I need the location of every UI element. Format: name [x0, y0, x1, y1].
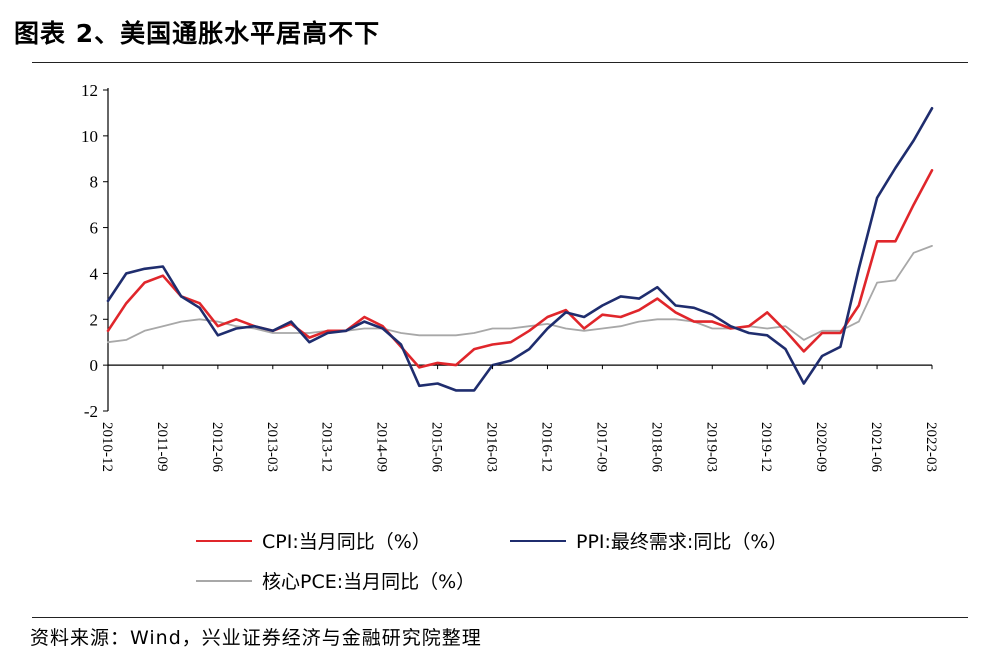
- x-tick-label: 2019-12: [758, 422, 774, 472]
- x-tick-label: 2013-12: [319, 422, 335, 472]
- y-tick-label: 0: [90, 356, 99, 375]
- x-tick-label: 2011-09: [154, 422, 170, 471]
- x-tick-label: 2022-03: [923, 422, 939, 472]
- x-tick-label: 2014-09: [374, 422, 390, 472]
- series-line-pce: [107, 245, 933, 344]
- x-tick-label: 2017-09: [593, 422, 609, 472]
- page-title: 图表 2、美国通胀水平居高不下: [14, 19, 381, 48]
- top-divider: [32, 62, 968, 63]
- legend-item-pce: 核心PCE:当月同比（%）: [196, 567, 475, 594]
- series-line-cpi: [106, 169, 934, 369]
- legend-swatch-pce: [196, 579, 252, 582]
- series-line-ppi: [106, 107, 934, 392]
- legend-label-cpi: CPI:当月同比（%）: [262, 531, 431, 553]
- source-note: 资料来源：Wind，兴业证券经济与金融研究院整理: [30, 627, 482, 649]
- legend-swatch-cpi: [196, 539, 252, 542]
- x-tick-label: 2015-06: [429, 422, 445, 472]
- y-tick-label: 2: [90, 310, 99, 329]
- legend-item-ppi: PPI:最终需求:同比（%）: [510, 527, 787, 554]
- y-tick-label: 8: [90, 173, 99, 192]
- x-tick-label: 2018-06: [648, 422, 664, 472]
- legend-swatch-ppi: [510, 539, 566, 542]
- bottom-divider: [32, 617, 968, 618]
- x-tick-label: 2016-03: [484, 422, 500, 472]
- x-tick-label: 2019-03: [703, 422, 719, 472]
- legend-label-pce: 核心PCE:当月同比（%）: [262, 571, 476, 593]
- y-tick-label: 10: [81, 127, 98, 146]
- chart-axes: [107, 88, 932, 411]
- legend-label-ppi: PPI:最终需求:同比（%）: [576, 531, 788, 553]
- y-tick-label: 12: [81, 81, 98, 100]
- y-tick-label: 4: [90, 264, 99, 283]
- x-tick-label: 2012-06: [209, 422, 225, 472]
- chart-series: [106, 107, 934, 392]
- chart-ticks: -2 0 2 4 6 8 10 12 2010-12 2011-09 2012-06 2013-03 2…: [81, 81, 939, 472]
- x-tick-label: 2020-09: [813, 422, 829, 472]
- y-tick-label: -2: [84, 402, 98, 421]
- x-tick-label: 2021-06: [868, 422, 884, 472]
- x-tick-label: 2010-12: [99, 422, 115, 472]
- y-tick-label: 6: [90, 219, 99, 238]
- x-tick-label: 2016-12: [538, 422, 554, 472]
- x-tick-label: 2013-03: [264, 422, 280, 472]
- legend-item-cpi: CPI:当月同比（%）: [196, 527, 431, 554]
